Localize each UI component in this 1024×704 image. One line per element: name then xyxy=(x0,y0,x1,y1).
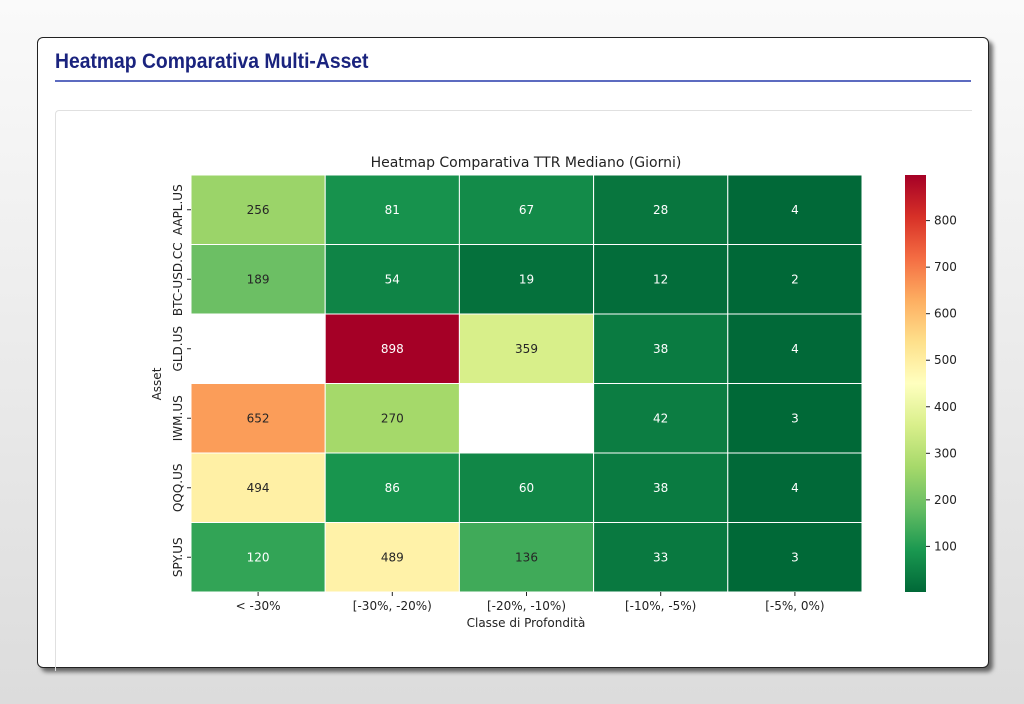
heatmap-cell xyxy=(324,313,460,384)
colorbar-tick-label: 200 xyxy=(934,493,957,507)
cell-annotation: 33 xyxy=(653,550,668,564)
cell-annotation: 4 xyxy=(791,481,799,495)
heatmap-cell xyxy=(190,452,326,523)
y-tick-label: GLD.US xyxy=(171,326,185,371)
cell-annotation: 3 xyxy=(791,550,799,564)
cell-annotation: 652 xyxy=(247,411,270,425)
cell-annotation: 4 xyxy=(791,342,799,356)
y-tick-label: IWM.US xyxy=(171,395,185,441)
cell-annotation: 19 xyxy=(519,272,534,286)
heatmap-cell xyxy=(324,383,460,454)
page-title: Heatmap Comparativa Multi-Asset xyxy=(55,50,369,73)
cell-annotation: 4 xyxy=(791,203,799,217)
heatmap-cell xyxy=(593,313,729,384)
cell-annotation: 2 xyxy=(791,272,799,286)
heatmap-cell xyxy=(727,244,863,315)
cell-annotation: 898 xyxy=(381,342,404,356)
x-tick-label: [-20%, -10%) xyxy=(487,599,566,613)
chart-panel xyxy=(55,110,972,671)
cell-annotation: 60 xyxy=(519,481,534,495)
x-axis-label: Classe di Profondità xyxy=(467,616,586,630)
cell-annotation: 120 xyxy=(247,550,270,564)
heatmap-cell xyxy=(458,174,595,245)
colorbar-tick-label: 600 xyxy=(934,307,957,321)
chart-title: Heatmap Comparativa TTR Mediano (Giorni) xyxy=(371,155,682,171)
x-tick-label: < -30% xyxy=(236,599,281,613)
cell-annotation: 81 xyxy=(385,203,400,217)
cell-annotation: 189 xyxy=(247,272,270,286)
cell-annotation: 494 xyxy=(247,481,270,495)
y-tick-label: QQQ.US xyxy=(171,463,185,512)
cell-annotation: 38 xyxy=(653,342,668,356)
heatmap-cell xyxy=(190,244,326,315)
x-tick-label: [-30%, -20%) xyxy=(353,599,432,613)
cell-annotation: 3 xyxy=(791,411,799,425)
heatmap-cell xyxy=(324,452,460,523)
colorbar-tick-label: 400 xyxy=(934,400,957,414)
heatmap-cell xyxy=(324,522,460,593)
cell-annotation: 136 xyxy=(515,550,538,564)
cell-annotation: 12 xyxy=(653,272,668,286)
y-tick-label: SPY.US xyxy=(171,537,185,577)
heatmap-cell xyxy=(593,383,729,454)
heatmap-cell xyxy=(727,522,863,593)
heatmap-cell xyxy=(593,452,729,523)
heatmap-cell xyxy=(727,313,863,384)
cell-annotation: 28 xyxy=(653,203,668,217)
heatmap-cell xyxy=(727,174,863,245)
cell-annotation: 86 xyxy=(385,481,400,495)
heatmap-cell xyxy=(190,383,326,454)
cell-annotation: 256 xyxy=(247,203,270,217)
colorbar xyxy=(905,175,926,592)
cell-annotation: 67 xyxy=(519,203,534,217)
cell-annotation: 42 xyxy=(653,411,668,425)
colorbar-tick-label: 800 xyxy=(934,214,957,228)
heatmap-cell xyxy=(324,174,460,245)
heatmap-cell xyxy=(593,174,729,245)
cell-annotation: 54 xyxy=(385,272,400,286)
y-axis-label: Asset xyxy=(150,367,164,400)
heatmap-cell xyxy=(593,244,729,315)
colorbar-tick-label: 700 xyxy=(934,260,957,274)
heatmap-cell xyxy=(727,452,863,523)
y-tick-label: AAPL.US xyxy=(171,184,185,235)
colorbar-tick-label: 300 xyxy=(934,446,957,460)
cell-annotation: 359 xyxy=(515,342,538,356)
y-tick-label: BTC-USD.CC xyxy=(171,242,185,316)
heatmap-cell xyxy=(458,452,595,523)
colorbar-tick-label: 100 xyxy=(934,539,957,553)
heatmap-cell xyxy=(727,383,863,454)
heatmap-cell xyxy=(190,522,326,593)
colorbar-tick-label: 500 xyxy=(934,353,957,367)
cell-annotation: 38 xyxy=(653,481,668,495)
x-tick-label: [-5%, 0%) xyxy=(765,599,824,613)
title-divider xyxy=(55,80,971,82)
cell-annotation: 489 xyxy=(381,550,404,564)
cell-annotation: 270 xyxy=(381,411,404,425)
heatmap-cell xyxy=(458,244,595,315)
x-tick-label: [-10%, -5%) xyxy=(625,599,696,613)
heatmap-cell xyxy=(458,313,595,384)
